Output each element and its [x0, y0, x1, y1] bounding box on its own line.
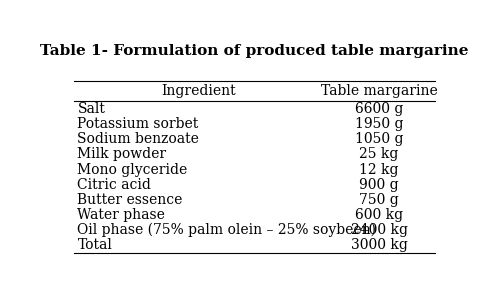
Text: Sodium benzoate: Sodium benzoate [77, 132, 199, 146]
Text: 3000 kg: 3000 kg [351, 238, 408, 252]
Text: Mono glyceride: Mono glyceride [77, 162, 187, 177]
Text: 1050 g: 1050 g [355, 132, 403, 146]
Text: Salt: Salt [77, 102, 105, 116]
Text: Total: Total [77, 238, 112, 252]
Text: Potassium sorbet: Potassium sorbet [77, 117, 198, 131]
Text: 600 kg: 600 kg [355, 208, 403, 222]
Text: Ingredient: Ingredient [161, 84, 236, 99]
Text: 900 g: 900 g [359, 178, 399, 192]
Text: 6600 g: 6600 g [355, 102, 403, 116]
Text: Table 1- Formulation of produced table margarine: Table 1- Formulation of produced table m… [40, 44, 468, 58]
Text: 750 g: 750 g [359, 193, 399, 207]
Text: Butter essence: Butter essence [77, 193, 183, 207]
Text: Citric acid: Citric acid [77, 178, 151, 192]
Text: 12 kg: 12 kg [360, 162, 399, 177]
Text: 1950 g: 1950 g [355, 117, 403, 131]
Text: 2400 kg: 2400 kg [351, 223, 408, 237]
Text: Oil phase (75% palm olein – 25% soybeen): Oil phase (75% palm olein – 25% soybeen) [77, 223, 376, 237]
Text: Milk powder: Milk powder [77, 147, 167, 161]
Text: Table margarine: Table margarine [321, 84, 437, 99]
Text: Water phase: Water phase [77, 208, 165, 222]
Text: 25 kg: 25 kg [360, 147, 399, 161]
